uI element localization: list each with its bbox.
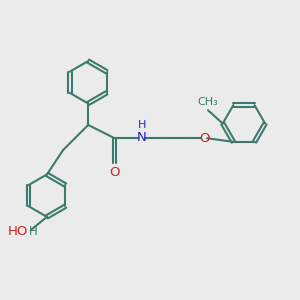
Text: H: H (28, 225, 37, 238)
Text: O: O (110, 166, 120, 179)
Text: HO: HO (8, 225, 28, 238)
Text: CH₃: CH₃ (197, 97, 218, 107)
Text: N: N (136, 130, 146, 143)
Text: H: H (138, 120, 146, 130)
Text: O: O (199, 132, 209, 145)
